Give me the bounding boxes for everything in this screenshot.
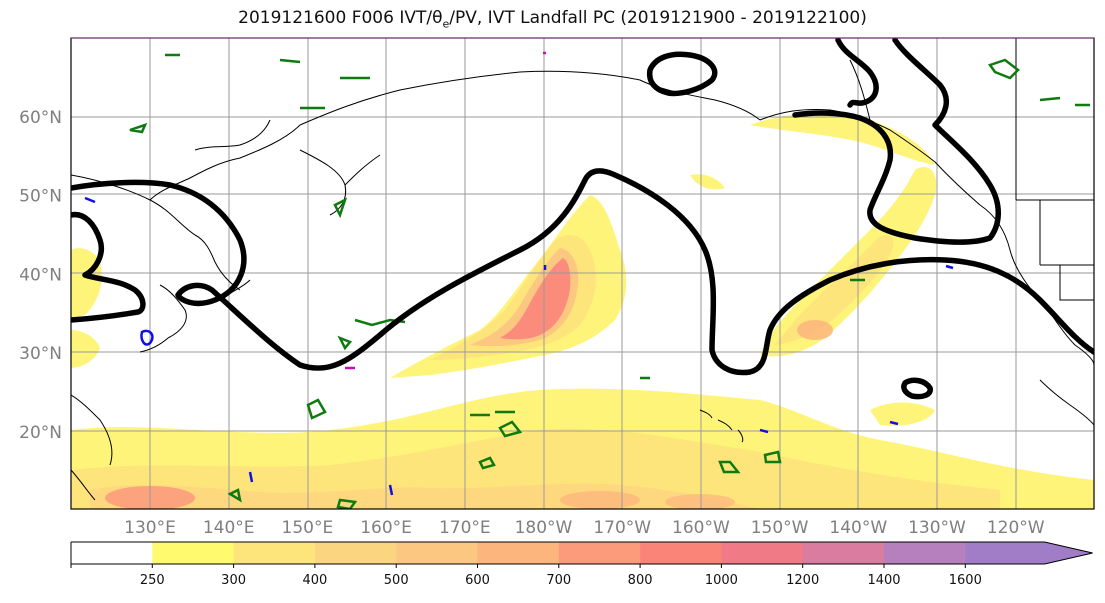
pv-contours-magenta <box>345 51 546 370</box>
lat-label-4: 20°N <box>19 423 62 443</box>
lon-label-11: 120°W <box>987 518 1045 538</box>
lon-label-7: 160°W <box>672 518 730 538</box>
landfall-pc-contour <box>71 38 1094 400</box>
colorbar-segment <box>477 542 560 564</box>
lat-label-1: 50°N <box>19 187 62 207</box>
longitude-labels: 130°E 140°E 150°E 160°E 170°E 180°W 170°W 160°W… <box>124 518 1045 538</box>
pv-contours <box>84 196 954 496</box>
lon-label-6: 170°W <box>593 518 651 538</box>
ivt-colorbar: 250 300 400 500 600 700 800 1000 1200 1400 1600 <box>70 541 1093 588</box>
lon-label-1: 140°E <box>203 518 255 538</box>
colorbar-tick-label: 500 <box>384 573 409 588</box>
colorbar-tick-label: 1200 <box>786 573 819 588</box>
lon-label-2: 150°E <box>282 518 334 538</box>
latitude-labels: 60°N 50°N 40°N 30°N 20°N <box>19 108 62 443</box>
colorbar-tick-label: 700 <box>546 573 571 588</box>
lon-label-8: 150°W <box>751 518 809 538</box>
colorbar-tick-label: 300 <box>221 573 246 588</box>
colorbar-segment <box>640 542 722 564</box>
colorbar-segment <box>152 542 235 564</box>
colorbar-tick-label: 1000 <box>705 573 738 588</box>
lat-label-2: 40°N <box>19 265 62 285</box>
lat-label-3: 30°N <box>19 344 62 364</box>
lon-label-0: 130°E <box>124 518 176 538</box>
colorbar-segment <box>965 542 1048 564</box>
colorbar-segment <box>884 542 966 564</box>
colorbar-segment <box>314 542 397 564</box>
lon-label-4: 170°E <box>439 518 491 538</box>
lon-label-9: 140°W <box>829 518 887 538</box>
colorbar-segment <box>233 542 316 564</box>
colorbar-segment <box>721 542 804 564</box>
colorbar-segment <box>71 542 153 564</box>
colorbar-outline <box>70 541 1093 565</box>
lon-label-10: 130°W <box>908 518 966 538</box>
colorbar-tick-label: 1400 <box>867 573 900 588</box>
map-title: 2019121600 F006 IVT/θe/PV, IVT Landfall … <box>238 8 867 31</box>
lon-label-5: 180°W <box>515 518 573 538</box>
colorbar-segment <box>558 542 641 564</box>
colorbar-tick-label: 400 <box>302 573 327 588</box>
colorbar-tick-label: 800 <box>628 573 653 588</box>
colorbar-tick-label: 250 <box>140 573 165 588</box>
colorbar-segment <box>802 542 885 564</box>
colorbar-extend-arrow <box>1044 542 1093 564</box>
colorbar-segment <box>396 542 478 564</box>
colorbar-tick-label: 1600 <box>949 573 982 588</box>
colorbar-tick-label: 600 <box>465 573 490 588</box>
lon-label-3: 160°E <box>360 518 412 538</box>
lat-label-0: 60°N <box>19 108 62 128</box>
